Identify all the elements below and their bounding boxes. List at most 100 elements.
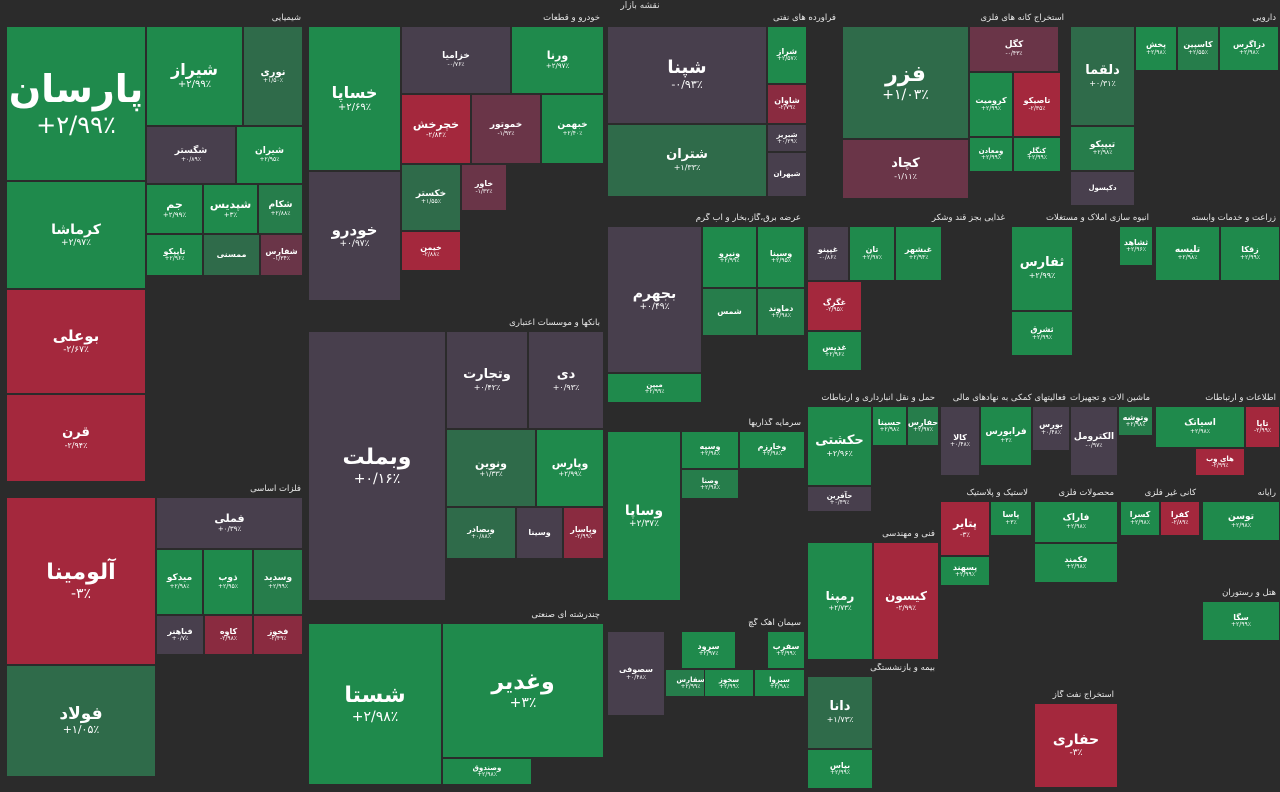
stock-tile[interactable]: وپاسار -۲/۹۹٪ xyxy=(563,507,604,559)
stock-tile[interactable]: بورس +۰/۴۸٪ xyxy=(1032,406,1070,451)
stock-tile[interactable]: خزامیا -۰/۷۶٪ xyxy=(401,26,511,94)
stock-tile[interactable]: شراز +۲/۵۷٪ xyxy=(767,26,807,84)
stock-tile[interactable]: کالا +۰/۴۸٪ xyxy=(940,406,980,476)
stock-tile[interactable]: شپنا -۰/۹۳٪ xyxy=(607,26,767,124)
stock-tile[interactable]: سصوفی +۰/۴۸٪ xyxy=(607,631,665,716)
stock-tile[interactable]: حفارس +۲/۹۷٪ xyxy=(907,406,939,446)
stock-tile[interactable]: شمس xyxy=(702,288,757,336)
stock-tile[interactable]: دی +۰/۹۳٪ xyxy=(528,331,604,429)
stock-tile[interactable]: مبین +۲/۹۹٪ xyxy=(607,373,702,403)
stock-tile[interactable]: فزر +۱/۰۳٪ xyxy=(842,26,969,139)
stock-tile[interactable]: کاوه -۲/۹۸٪ xyxy=(204,615,253,655)
stock-tile[interactable]: سرود +۲/۹۷٪ xyxy=(681,631,736,669)
stock-tile[interactable]: حسینا +۲/۹۸٪ xyxy=(872,406,907,446)
stock-tile[interactable]: پخش +۲/۹۸٪ xyxy=(1135,26,1177,71)
stock-tile[interactable]: شاوان -۲/۷۹٪ xyxy=(767,84,807,124)
stock-tile[interactable]: شیهران xyxy=(767,152,807,197)
stock-tile[interactable]: وساپا +۲/۳۷٪ xyxy=(607,431,681,601)
stock-tile[interactable]: زقکا +۲/۹۹٪ xyxy=(1220,226,1280,281)
stock-tile[interactable]: خاور -۱/۳۲٪ xyxy=(461,164,507,211)
stock-tile[interactable]: کفرا -۲/۸۹٪ xyxy=(1160,501,1200,536)
stock-tile[interactable]: فاراک +۲/۹۸٪ xyxy=(1034,501,1118,543)
stock-tile[interactable]: سخوز +۲/۹۹٪ xyxy=(704,669,754,697)
stock-tile[interactable]: وتجارت +۰/۴۲٪ xyxy=(446,331,528,429)
stock-tile[interactable]: تاصیکو -۲/۳۵٪ xyxy=(1013,72,1061,137)
stock-tile[interactable]: وسدید +۲/۹۹٪ xyxy=(253,549,303,615)
stock-tile[interactable]: وصنا +۲/۹۸٪ xyxy=(681,469,739,499)
stock-tile[interactable]: ورنا +۲/۹۷٪ xyxy=(511,26,604,94)
stock-tile[interactable]: پاسا +۳٪ xyxy=(990,501,1032,536)
stock-tile[interactable]: تاپا -۲/۹۹٪ xyxy=(1245,406,1280,448)
stock-tile[interactable]: میدکو +۲/۹۸٪ xyxy=(156,549,203,615)
stock-tile[interactable]: آلومینا -۳٪ xyxy=(6,497,156,665)
stock-tile[interactable]: غبشهر +۲/۹۴٪ xyxy=(895,226,942,281)
stock-tile[interactable]: خچرخش -۲/۸۴٪ xyxy=(401,94,471,164)
stock-tile[interactable]: وبصادر +۰/۸۸٪ xyxy=(446,507,516,559)
stock-tile[interactable]: شبریز +۰/۲۹٪ xyxy=(767,124,807,152)
stock-tile[interactable]: وصندوق +۲/۹۸٪ xyxy=(442,758,532,785)
stock-tile[interactable]: غپینو -۰/۸۶٪ xyxy=(807,226,849,281)
stock-tile[interactable]: الکترومل -۰/۹۷٪ xyxy=(1070,406,1118,476)
stock-tile[interactable]: توسن +۲/۹۸٪ xyxy=(1202,501,1280,541)
stock-tile[interactable]: ممسنی xyxy=(203,234,260,276)
stock-tile[interactable]: تیپیکو +۲/۹۸٪ xyxy=(1070,126,1135,171)
stock-tile[interactable]: بپاس +۲/۹۹٪ xyxy=(807,749,873,789)
stock-tile[interactable]: تلیسه +۲/۹۸٪ xyxy=(1155,226,1220,281)
stock-tile[interactable]: فملی +۰/۳۹٪ xyxy=(156,497,303,549)
stock-tile[interactable]: غدیس +۲/۹۶٪ xyxy=(807,331,862,371)
stock-tile[interactable]: فولاد +۱/۰۵٪ xyxy=(6,665,156,777)
stock-tile[interactable]: پتایر -۳٪ xyxy=(940,501,990,556)
stock-tile[interactable]: سبزوا +۲/۹۸٪ xyxy=(754,669,805,697)
stock-tile[interactable]: دانا +۱/۷۳٪ xyxy=(807,676,873,749)
stock-tile[interactable]: خساپا +۲/۶۹٪ xyxy=(308,26,401,171)
stock-tile[interactable]: حکشتی +۲/۹۶٪ xyxy=(807,406,872,486)
stock-tile[interactable]: خیمن -۲/۸۸٪ xyxy=(401,231,461,271)
stock-tile[interactable]: ومعادن +۲/۹۹٪ xyxy=(969,137,1013,172)
stock-tile[interactable]: شتران +۱/۳۳٪ xyxy=(607,124,767,197)
stock-tile[interactable]: جم +۲/۹۹٪ xyxy=(146,184,203,234)
stock-tile[interactable]: دماوند +۲/۹۸٪ xyxy=(757,288,805,336)
stock-tile[interactable]: شپدیس +۳٪ xyxy=(203,184,258,234)
stock-tile[interactable]: کنگلر +۲/۹۹٪ xyxy=(1013,137,1061,172)
stock-tile[interactable]: فرابورس +۳٪ xyxy=(980,406,1032,466)
stock-tile[interactable]: دکپسول xyxy=(1070,171,1135,206)
stock-tile[interactable]: خموتور -۱/۹۲٪ xyxy=(471,94,541,164)
stock-tile[interactable]: وسینا xyxy=(516,507,563,559)
stock-tile[interactable]: وپارس +۲/۹۹٪ xyxy=(536,429,604,507)
stock-tile[interactable]: وتوشه +۲/۹۸٪ xyxy=(1118,406,1153,436)
stock-tile[interactable]: پارسان +۲/۹۹٪ xyxy=(6,26,146,181)
stock-tile[interactable]: دلقما +۰/۳۱٪ xyxy=(1070,26,1135,126)
stock-tile[interactable]: های وب -۲/۹۹٪ xyxy=(1195,448,1245,476)
stock-tile[interactable]: شکام +۲/۸۸٪ xyxy=(258,184,303,234)
stock-tile[interactable]: شیران +۲/۹۵٪ xyxy=(236,126,303,184)
stock-tile[interactable]: شیراز +۲/۹۹٪ xyxy=(146,26,243,126)
stock-tile[interactable]: فخوز -۲/۴۹٪ xyxy=(253,615,303,655)
stock-tile[interactable]: کسرا +۲/۹۸٪ xyxy=(1120,501,1160,536)
stock-tile[interactable]: ثفارس +۲/۹۹٪ xyxy=(1011,226,1073,311)
stock-tile[interactable]: بوعلی -۲/۶۷٪ xyxy=(6,289,146,394)
stock-tile[interactable]: حفاری -۳٪ xyxy=(1034,703,1118,788)
stock-tile[interactable]: وبملت +۰/۱۶٪ xyxy=(308,331,446,601)
stock-tile[interactable]: اسیاتک +۲/۹۸٪ xyxy=(1155,406,1245,448)
stock-tile[interactable]: شگستر +۰/۸۹٪ xyxy=(146,126,236,184)
stock-tile[interactable]: ذوب +۲/۹۵٪ xyxy=(203,549,253,615)
stock-tile[interactable]: کرومیت +۲/۹۹٪ xyxy=(969,72,1013,137)
stock-tile[interactable]: فباهنر +۰/۷٪ xyxy=(156,615,204,655)
stock-tile[interactable]: ثشاهد +۲/۹۶٪ xyxy=(1119,226,1153,266)
stock-tile[interactable]: شفارس -۱/۳۴٪ xyxy=(260,234,303,276)
stock-tile[interactable]: خودرو +۰/۹۷٪ xyxy=(308,171,401,301)
stock-tile[interactable]: کاسپین +۲/۵۵٪ xyxy=(1177,26,1219,71)
stock-tile[interactable]: تان +۲/۹۷٪ xyxy=(849,226,895,281)
stock-tile[interactable]: وخارزم +۲/۹۸٪ xyxy=(739,431,805,469)
stock-tile[interactable]: سگا +۲/۹۹٪ xyxy=(1202,601,1280,641)
stock-tile[interactable]: خکستر +۱/۵۵٪ xyxy=(401,164,461,231)
stock-tile[interactable]: تاپیکو +۲/۹۶٪ xyxy=(146,234,203,276)
stock-tile[interactable]: ونیرو +۲/۹۹٪ xyxy=(702,226,757,288)
stock-tile[interactable]: کرماشا +۲/۹۷٪ xyxy=(6,181,146,289)
stock-tile[interactable]: کچاد -۱/۱۱٪ xyxy=(842,139,969,199)
stock-tile[interactable]: نوری +۱/۵۰٪ xyxy=(243,26,303,126)
stock-tile[interactable]: خبهمن +۲/۴۰٪ xyxy=(541,94,604,164)
stock-tile[interactable]: دزاگرس +۲/۹۸٪ xyxy=(1219,26,1279,71)
stock-tile[interactable]: بجهرم +۰/۴۹٪ xyxy=(607,226,702,373)
stock-tile[interactable]: حآفرین +۰/۴۹٪ xyxy=(807,486,872,512)
